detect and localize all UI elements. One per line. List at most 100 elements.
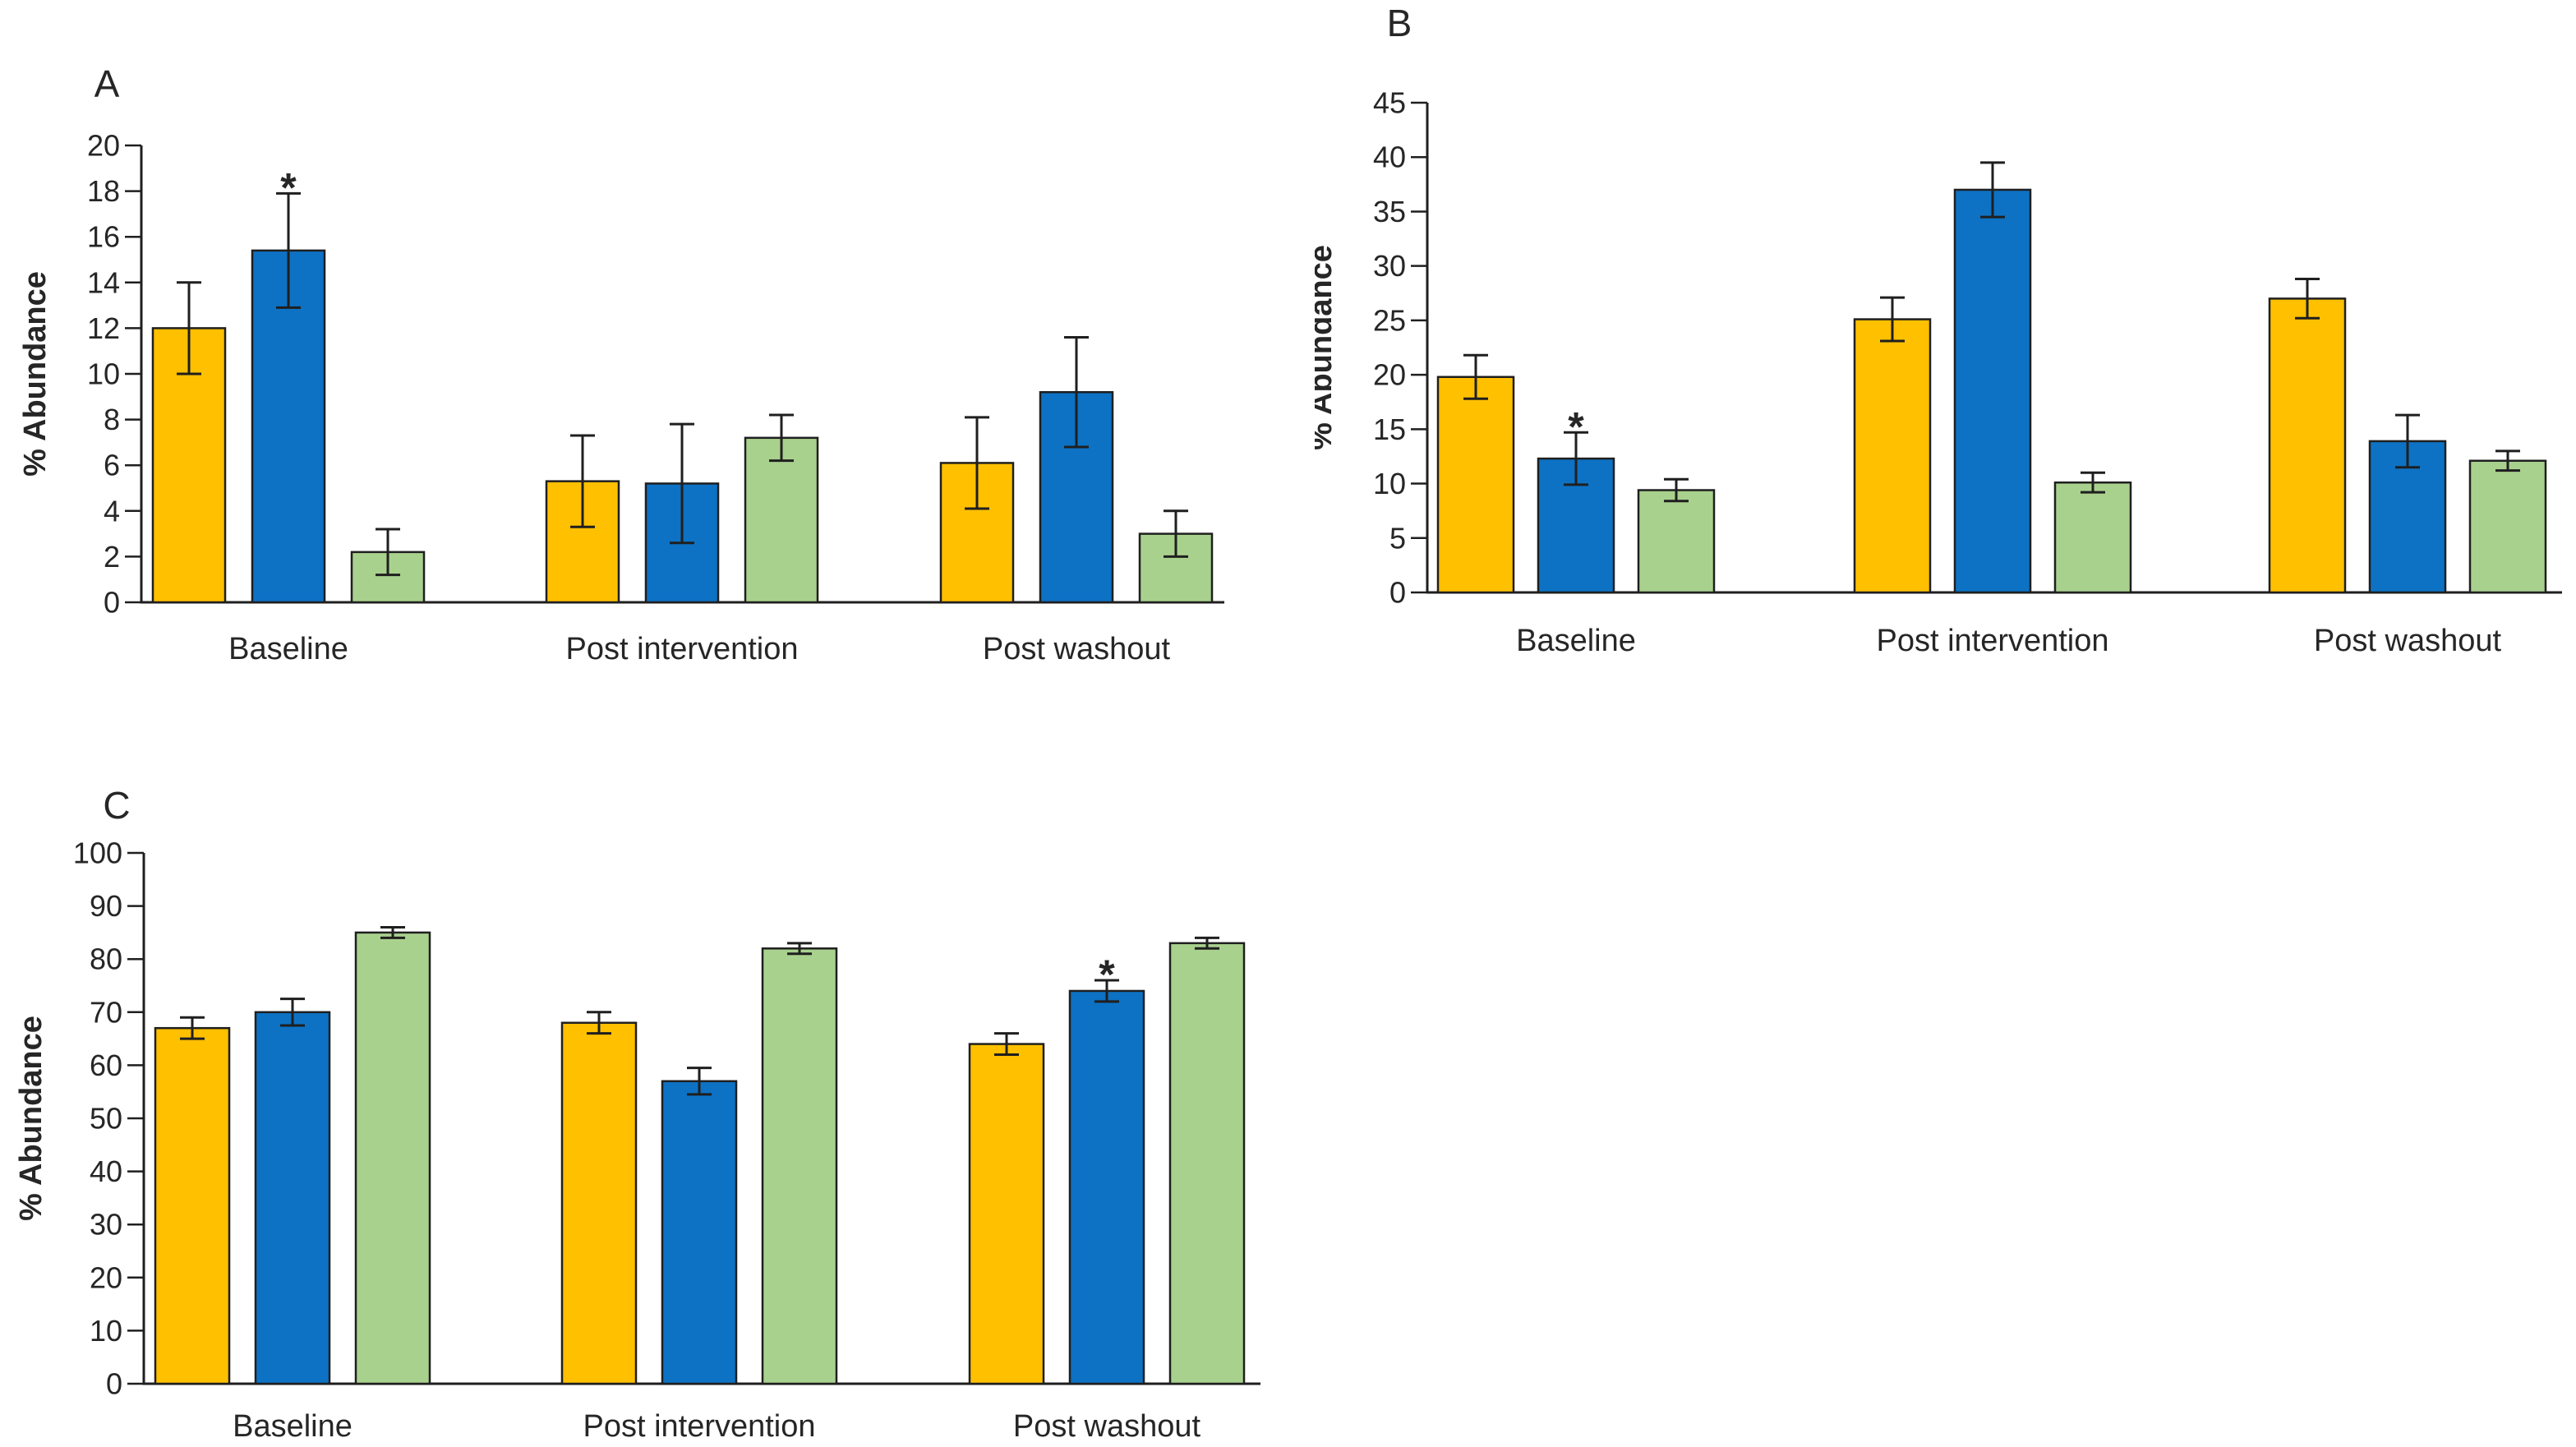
panel-a-chart: A % Abundance 0 2 4 6 8 10 12 14 16 18 20 Baseline Pos… [18,62,1224,666]
error-bar-C-2-blue [687,1067,712,1096]
error-bar-A-1-gold [177,281,201,376]
y-tick-label-A-6: 6 [104,449,120,482]
x-category-label-A-2: Post intervention [565,632,798,666]
significance-asterisk-C: * [1099,952,1115,998]
y-tick-label-B-40: 40 [1373,141,1406,174]
y-tick-label-A-12: 12 [87,311,120,345]
error-bar-B-2-green [2081,471,2105,494]
y-tick-label-B-35: 35 [1373,195,1406,228]
x-category-label-A-3: Post washout [983,632,1171,666]
bar-A-1-gold [151,327,227,604]
y-tick-label-C-100: 100 [73,836,122,870]
significance-asterisk-A: * [280,164,297,210]
bar-C-1-gold [154,1026,231,1385]
error-bar-C-3-green [1195,936,1219,950]
y-tick-label-B-5: 5 [1389,521,1406,555]
error-bar-A-3-green [1164,509,1188,558]
error-bar-A-2-green [769,413,794,463]
y-tick-label-C-70: 70 [90,995,122,1029]
bar-C-2-green [761,947,838,1385]
error-bar-A-1-blue [276,191,301,309]
error-bar-A-1-green [376,528,400,577]
error-bar-A-2-gold [570,434,595,528]
error-bar-A-3-gold [965,416,989,510]
error-bar-C-3-gold [994,1032,1019,1056]
error-bar-B-1-gold [1463,353,1488,400]
x-category-label-C-2: Post intervention [583,1409,815,1444]
y-tick-label-C-30: 30 [90,1208,122,1242]
error-bar-B-2-blue [1980,161,2005,219]
error-bar-A-2-blue [670,422,694,545]
y-tick-label-C-50: 50 [90,1102,122,1136]
error-bar-C-1-green [380,925,405,939]
error-bar-B-2-gold [1880,296,1905,343]
x-category-label-C-3: Post washout [1013,1409,1201,1444]
y-tick-label-C-0: 0 [106,1367,122,1401]
bar-C-2-blue [661,1080,738,1385]
panel-b: B % Abundance 0 5 10 15 20 25 30 35 40 45 Baseline Po… [1315,0,2576,723]
bar-B-3-gold [2268,297,2347,594]
error-bar-B-3-blue [2395,413,2420,469]
y-tick-label-A-18: 18 [87,174,120,208]
x-category-label-C-1: Baseline [233,1409,353,1444]
panel-a: A % Abundance 0 2 4 6 8 10 12 14 16 18 20 Baseline Pos… [0,0,1315,723]
x-category-label-B-2: Post intervention [1876,624,2108,658]
error-bar-C-3-blue [1094,979,1119,1003]
y-tick-label-B-30: 30 [1373,249,1406,283]
y-tick-label-A-2: 2 [104,540,120,574]
y-tick-label-A-16: 16 [87,220,120,254]
panel-b-chart: B % Abundance 0 5 10 15 20 25 30 35 40 45 Baseline Po… [1315,2,2562,658]
error-bar-B-3-green [2495,449,2520,472]
bar-C-1-green [354,931,431,1385]
panel-letter-B: B [1387,2,1412,44]
panel-c: C % Abundance 0 10 20 30 40 50 60 70 80 90 100 Baseli… [0,723,1315,1447]
error-bar-B-1-blue [1564,431,1588,486]
y-tick-label-C-20: 20 [90,1260,122,1294]
y-axis-title-C: % Abundance [14,1016,48,1221]
bar-B-2-green [2053,481,2132,594]
bar-B-1-green [1637,489,1716,594]
error-bar-C-2-gold [587,1011,611,1035]
x-category-label-A-1: Baseline [228,632,348,666]
x-category-label-B-3: Post washout [2314,624,2502,658]
bar-C-3-green [1168,942,1246,1385]
bar-A-2-green [744,436,819,604]
y-tick-label-B-15: 15 [1373,412,1406,446]
bar-B-2-blue [1953,188,2032,594]
bar-C-1-blue [254,1011,331,1385]
y-tick-label-C-10: 10 [90,1314,122,1348]
y-tick-label-B-20: 20 [1373,358,1406,392]
y-tick-label-B-0: 0 [1389,576,1406,610]
bar-C-3-gold [968,1043,1045,1385]
y-axis-title-A: % Abundance [18,271,53,477]
panel-letter-C: C [103,784,130,827]
bar-C-3-blue [1068,989,1145,1385]
bar-A-1-blue [251,249,326,604]
y-tick-label-A-10: 10 [87,357,120,391]
error-bar-C-1-gold [180,1016,205,1040]
y-tick-label-C-60: 60 [90,1048,122,1082]
y-tick-label-C-80: 80 [90,942,122,976]
y-tick-label-C-90: 90 [90,889,122,923]
error-bar-C-2-green [787,942,812,956]
panel-letter-A: A [94,62,120,105]
error-bar-B-1-green [1664,477,1689,503]
y-tick-label-A-8: 8 [104,403,120,436]
x-category-label-B-1: Baseline [1516,624,1636,658]
error-bar-B-3-gold [2295,278,2320,320]
y-tick-label-B-10: 10 [1373,467,1406,500]
y-tick-label-A-20: 20 [87,129,120,163]
bar-C-2-gold [560,1021,638,1385]
bar-B-3-green [2468,459,2547,594]
y-tick-label-A-0: 0 [104,586,120,620]
bar-B-2-gold [1853,318,1932,594]
bar-B-1-gold [1436,376,1515,594]
y-tick-label-B-25: 25 [1373,303,1406,337]
y-axis-title-B: % Abundance [1315,245,1339,450]
error-bar-C-1-blue [280,998,305,1027]
significance-asterisk-B: * [1568,403,1584,449]
y-tick-label-B-45: 45 [1373,86,1406,120]
y-tick-label-A-4: 4 [104,494,120,528]
panel-c-chart: C % Abundance 0 10 20 30 40 50 60 70 80 90 100 Baseli… [14,784,1260,1444]
